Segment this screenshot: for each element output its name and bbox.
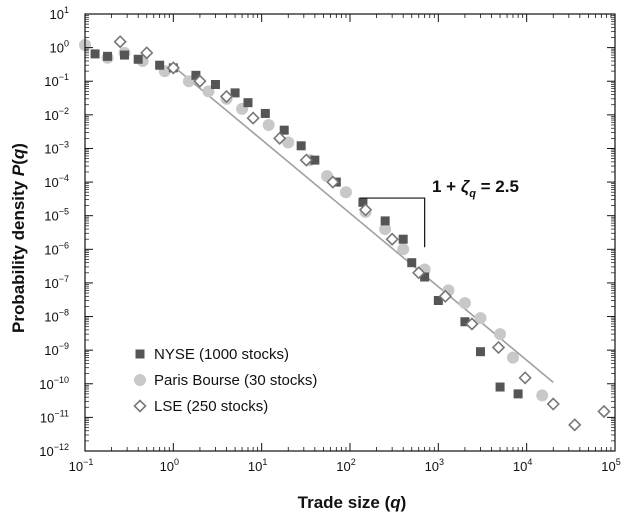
square-point bbox=[155, 60, 165, 70]
y-tick-label: 10−3 bbox=[44, 139, 69, 156]
series-diamond bbox=[113, 35, 611, 432]
y-tick-label: 101 bbox=[50, 5, 69, 22]
square-point bbox=[398, 234, 408, 244]
circle-point bbox=[339, 186, 352, 199]
circle-point bbox=[458, 297, 471, 310]
diamond-point bbox=[438, 289, 452, 303]
square-point bbox=[133, 54, 143, 64]
y-tick-label: 10−2 bbox=[44, 106, 69, 123]
square-point bbox=[460, 317, 470, 327]
slope-label: 1 + ζq = 2.5 bbox=[432, 177, 519, 200]
circle-point bbox=[494, 328, 507, 341]
x-tick-label: 104 bbox=[513, 457, 532, 474]
diamond-point bbox=[385, 232, 399, 246]
square-point bbox=[433, 295, 443, 305]
square-point bbox=[407, 258, 417, 268]
diamond-point bbox=[219, 89, 234, 104]
diamond-point bbox=[140, 46, 154, 60]
x-tick-label: 101 bbox=[248, 457, 267, 474]
legend-marker-square bbox=[135, 349, 145, 359]
x-tick-label: 102 bbox=[336, 457, 355, 474]
square-point bbox=[90, 49, 100, 59]
legend: NYSE (1000 stocks) Paris Bourse (30 stock… bbox=[133, 346, 317, 415]
square-point bbox=[475, 347, 485, 357]
circle-point bbox=[379, 223, 392, 236]
y-tick-label: 10−9 bbox=[44, 341, 69, 358]
y-axis-title: Probability density P(q) bbox=[9, 143, 28, 333]
square-point bbox=[513, 389, 523, 399]
slope-annotation: 1 + ζq = 2.5 bbox=[359, 177, 519, 248]
legend-marker-circle bbox=[134, 374, 146, 386]
square-point bbox=[210, 79, 220, 89]
x-axis-title: Trade size (q) bbox=[298, 493, 407, 512]
diamond-point bbox=[358, 203, 373, 217]
circle-point bbox=[282, 136, 295, 149]
square-point bbox=[358, 197, 368, 207]
diamond-point bbox=[113, 35, 127, 49]
y-tick-label: 10−10 bbox=[39, 375, 69, 392]
circle-point bbox=[397, 243, 410, 256]
circle-point bbox=[262, 118, 275, 131]
y-tick-label: 10−6 bbox=[44, 240, 69, 257]
square-point bbox=[260, 108, 270, 118]
x-tick-label: 105 bbox=[601, 457, 620, 474]
x-tick-label: 103 bbox=[425, 457, 444, 474]
square-point bbox=[103, 51, 113, 61]
x-tick-label: 10−1 bbox=[69, 457, 94, 474]
diamond-point bbox=[273, 131, 287, 145]
square-point bbox=[230, 88, 240, 98]
square-point bbox=[310, 155, 320, 165]
square-point bbox=[420, 272, 430, 282]
diamond-point bbox=[246, 111, 260, 125]
y-tick-label: 100 bbox=[50, 39, 69, 56]
fit-line bbox=[172, 65, 554, 383]
diamond-point bbox=[166, 61, 180, 75]
legend-label: Paris Bourse (30 stocks) bbox=[154, 372, 317, 389]
y-tick-label: 10−12 bbox=[39, 442, 69, 459]
circle-point bbox=[506, 351, 519, 364]
y-tick-label: 10−4 bbox=[44, 173, 69, 190]
square-point bbox=[119, 50, 129, 60]
circle-point bbox=[536, 389, 549, 402]
diamond-point bbox=[465, 317, 479, 331]
legend-marker-diamond bbox=[133, 399, 147, 413]
square-point bbox=[495, 382, 505, 392]
y-tick-label: 10−5 bbox=[44, 207, 69, 224]
y-tick-label: 10−11 bbox=[40, 408, 69, 425]
diamond-point bbox=[193, 74, 207, 88]
y-tick-label: 10−8 bbox=[44, 308, 69, 325]
y-tick-label: 10−1 bbox=[44, 72, 69, 89]
diamond-point bbox=[299, 153, 313, 167]
square-point bbox=[191, 70, 201, 80]
diamond-point bbox=[491, 340, 506, 355]
square-point bbox=[279, 125, 289, 135]
diamond-point bbox=[546, 397, 560, 411]
square-point bbox=[243, 98, 253, 108]
diamond-point bbox=[597, 404, 611, 419]
diamond-point bbox=[412, 266, 426, 280]
diamond-point bbox=[518, 371, 532, 385]
series-circle bbox=[79, 38, 549, 402]
axes: 10−1 100 101 102 103 104 105 101 100 10−1 10−2 10−3… bbox=[39, 5, 620, 474]
circle-point bbox=[474, 312, 487, 325]
diamond-point bbox=[326, 175, 340, 189]
fit-line-group bbox=[172, 65, 554, 383]
data-points bbox=[79, 35, 611, 432]
square-point bbox=[296, 141, 306, 151]
legend-label: NYSE (1000 stocks) bbox=[154, 346, 289, 363]
x-tick-label: 100 bbox=[160, 457, 179, 474]
square-point bbox=[380, 216, 390, 226]
legend-label: LSE (250 stocks) bbox=[154, 398, 268, 415]
diamond-point bbox=[568, 418, 582, 432]
slope-bracket bbox=[359, 197, 426, 248]
y-tick-label: 10−7 bbox=[44, 274, 69, 291]
